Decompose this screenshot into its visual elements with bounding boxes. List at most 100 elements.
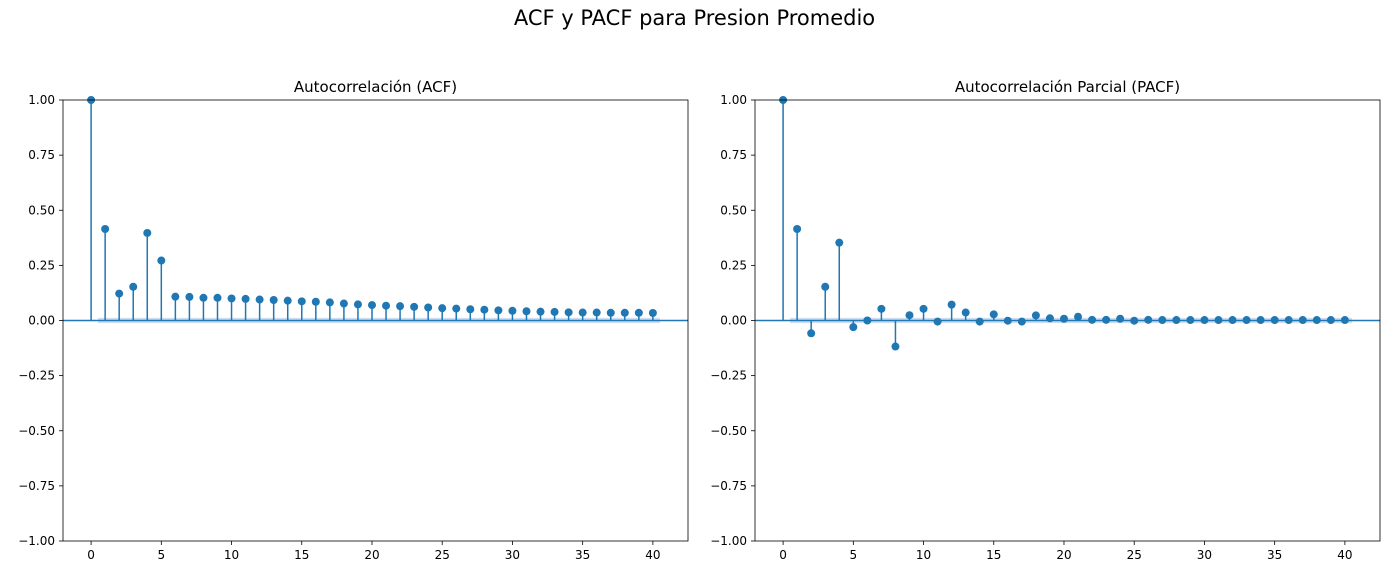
- y-tick-label: 0.25: [28, 258, 55, 272]
- stem-marker-lag-12: [255, 295, 264, 304]
- y-tick-label: 0.50: [720, 203, 747, 217]
- stem-marker-lag-30: [508, 306, 517, 315]
- y-tick-label: 1.00: [720, 93, 747, 107]
- x-tick-label: 5: [157, 548, 165, 562]
- chart-title-pacf: Autocorrelación Parcial (PACF): [955, 78, 1180, 96]
- stem-marker-lag-8: [891, 342, 900, 351]
- stem-marker-lag-7: [877, 304, 886, 313]
- stem-marker-lag-28: [480, 305, 489, 314]
- stem-marker-lag-17: [1017, 317, 1026, 326]
- stem-marker-lag-31: [522, 307, 531, 316]
- stem-marker-lag-16: [311, 297, 320, 306]
- x-tick-label: 10: [916, 548, 931, 562]
- x-tick-label: 20: [1056, 548, 1071, 562]
- x-tick-label: 35: [575, 548, 590, 562]
- stem-marker-lag-15: [989, 310, 998, 319]
- x-tick-label: 15: [986, 548, 1001, 562]
- y-tick-label: 0.50: [28, 203, 55, 217]
- stem-marker-lag-32: [1228, 316, 1237, 325]
- stem-marker-lag-34: [1256, 316, 1265, 325]
- stem-marker-lag-26: [452, 304, 461, 313]
- x-tick-label: 35: [1267, 548, 1282, 562]
- stem-marker-lag-21: [1074, 312, 1083, 321]
- stem-marker-lag-3: [821, 282, 830, 291]
- stem-marker-lag-8: [199, 293, 208, 302]
- stem-marker-lag-3: [129, 282, 138, 291]
- x-tick-label: 0: [87, 548, 95, 562]
- stem-marker-lag-25: [1130, 316, 1139, 325]
- stem-marker-lag-20: [367, 301, 376, 310]
- stem-marker-lag-12: [947, 300, 956, 309]
- y-tick-label: 1.00: [28, 93, 55, 107]
- y-tick-label: −0.50: [18, 424, 55, 438]
- y-tick-label: 0.75: [28, 148, 55, 162]
- stem-marker-lag-14: [283, 296, 292, 305]
- stem-marker-lag-10: [227, 294, 236, 303]
- y-tick-label: 0.00: [720, 314, 747, 328]
- stem-marker-lag-29: [494, 306, 503, 315]
- x-tick-label: 40: [645, 548, 660, 562]
- stem-marker-lag-24: [424, 303, 433, 312]
- x-tick-label: 40: [1337, 548, 1352, 562]
- stem-marker-lag-9: [213, 293, 222, 302]
- stem-marker-lag-40: [648, 309, 657, 318]
- stem-marker-lag-33: [550, 307, 559, 316]
- stem-marker-lag-2: [115, 289, 124, 298]
- stem-marker-lag-7: [185, 292, 194, 301]
- stem-marker-lag-13: [269, 295, 278, 304]
- stem-marker-lag-13: [961, 308, 970, 317]
- x-tick-label: 20: [364, 548, 379, 562]
- stem-marker-lag-34: [564, 308, 573, 317]
- stem-marker-lag-19: [353, 300, 362, 309]
- x-tick-label: 15: [294, 548, 309, 562]
- y-tick-label: −0.50: [710, 424, 747, 438]
- stem-marker-lag-14: [975, 317, 984, 326]
- stem-marker-lag-4: [143, 228, 152, 237]
- stem-marker-lag-36: [592, 308, 601, 317]
- y-tick-label: 0.00: [28, 314, 55, 328]
- stem-marker-lag-11: [933, 317, 942, 326]
- stem-marker-lag-5: [157, 256, 166, 265]
- stem-marker-lag-5: [849, 323, 858, 332]
- stem-marker-lag-39: [1326, 316, 1335, 325]
- x-tick-label: 5: [849, 548, 857, 562]
- stem-marker-lag-27: [1158, 316, 1167, 325]
- stem-marker-lag-36: [1284, 316, 1293, 325]
- stem-marker-lag-23: [1102, 315, 1111, 324]
- stem-marker-lag-1: [793, 224, 802, 233]
- stem-marker-lag-21: [382, 301, 391, 310]
- stem-marker-lag-28: [1172, 316, 1181, 325]
- chart-title-acf: Autocorrelación (ACF): [294, 78, 457, 96]
- stem-marker-lag-18: [339, 299, 348, 308]
- y-tick-label: −1.00: [710, 534, 747, 548]
- y-tick-label: 0.75: [720, 148, 747, 162]
- y-tick-label: 0.25: [720, 258, 747, 272]
- y-tick-label: −0.25: [710, 369, 747, 383]
- x-tick-label: 30: [1197, 548, 1212, 562]
- stem-marker-lag-22: [1088, 315, 1097, 324]
- stem-marker-lag-32: [536, 307, 545, 316]
- y-tick-label: −1.00: [18, 534, 55, 548]
- stem-marker-lag-33: [1242, 316, 1251, 325]
- stem-marker-lag-30: [1200, 316, 1209, 325]
- stem-marker-lag-19: [1045, 314, 1054, 323]
- x-tick-label: 25: [435, 548, 450, 562]
- chart-panel-acf: 0 5 10 15 20 25 30 35 40 1.00 0.75 0.50 0.25 0.00 −0.2…: [18, 78, 689, 562]
- stem-marker-lag-17: [325, 298, 334, 307]
- stem-marker-lag-40: [1340, 316, 1349, 325]
- stem-marker-lag-9: [905, 311, 914, 320]
- stem-marker-lag-38: [1312, 316, 1321, 325]
- x-tick-label: 10: [224, 548, 239, 562]
- stem-marker-lag-10: [919, 304, 928, 313]
- stem-marker-lag-39: [634, 308, 643, 317]
- stem-marker-lag-25: [438, 304, 447, 313]
- stem-marker-lag-11: [241, 294, 250, 303]
- figure-title: ACF y PACF para Presion Promedio: [513, 6, 876, 30]
- stem-marker-lag-1: [101, 224, 110, 233]
- stem-marker-lag-15: [297, 297, 306, 306]
- y-tick-label: −0.25: [18, 369, 55, 383]
- stem-marker-lag-6: [863, 316, 872, 325]
- stem-marker-lag-2: [807, 329, 816, 338]
- y-tick-label: −0.75: [710, 479, 747, 493]
